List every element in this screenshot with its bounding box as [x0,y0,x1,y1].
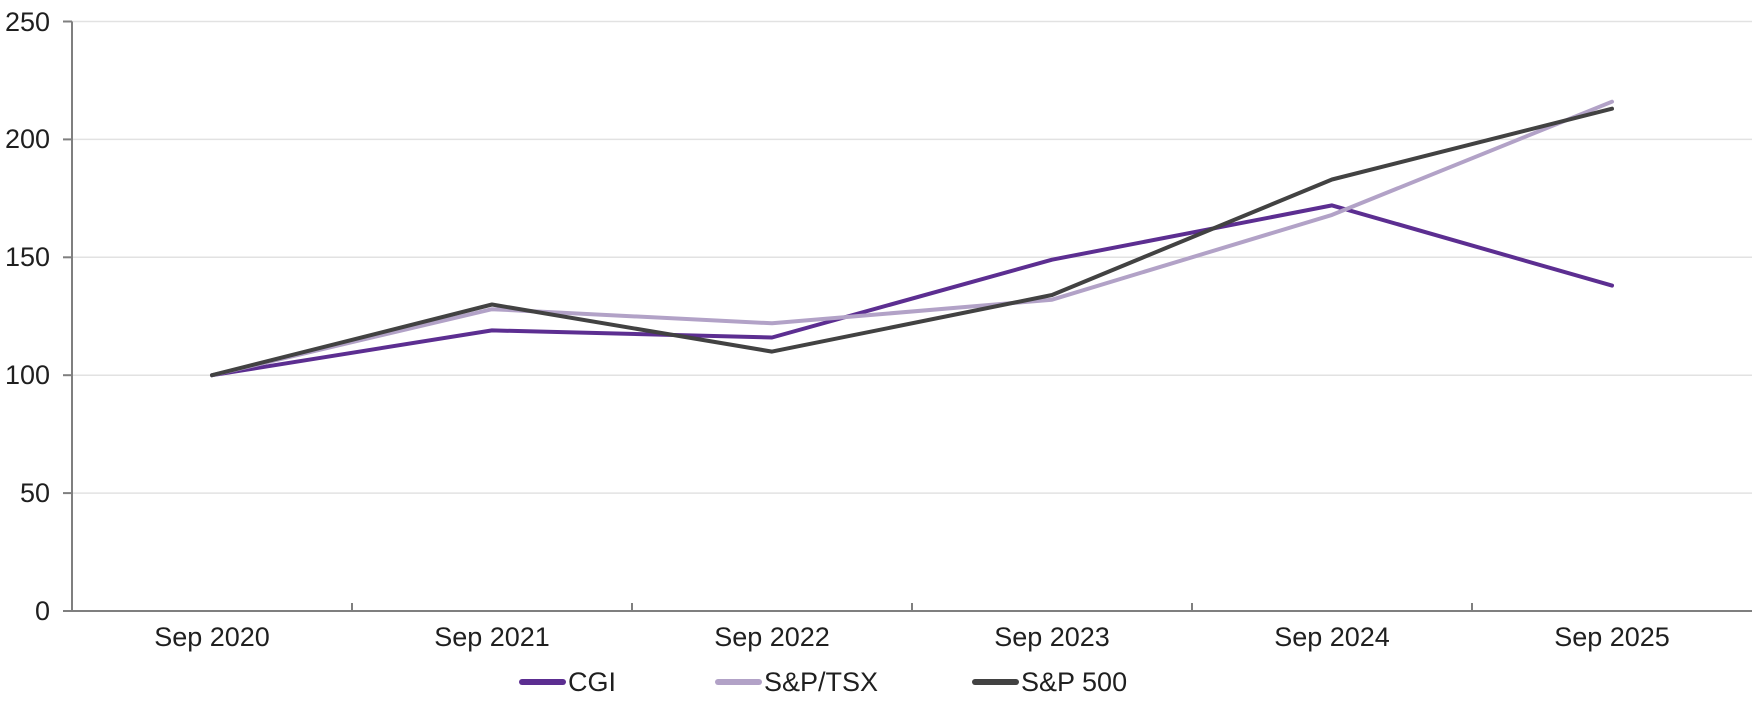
legend-swatch-s-p-500 [972,679,1019,685]
legend-item-s-p-tsx: S&P/TSX [715,666,878,698]
legend-swatch-cgi [519,679,566,685]
x-axis-label: Sep 2024 [1274,622,1390,652]
legend-label-s-p-500: S&P 500 [1021,667,1128,697]
y-axis-label: 0 [34,596,50,626]
legend-item-cgi: CGI [519,666,616,698]
x-axis-label: Sep 2025 [1554,622,1670,652]
x-axis-label: Sep 2022 [714,622,830,652]
chart-legend: CGI S&P/TSX S&P 500 [0,666,1763,702]
y-axis-label: 150 [4,242,50,273]
y-axis-label: 50 [19,478,50,509]
y-axis-label: 200 [4,124,50,155]
series-line-cgi [210,203,1614,378]
legend-label-s-p-tsx: S&P/TSX [764,667,879,697]
y-axis-label: 100 [4,360,50,391]
x-axis-label: Sep 2020 [154,622,270,652]
y-axis-label: 250 [4,6,50,37]
legend-label-cgi: CGI [568,667,617,697]
legend-swatch-s-p-tsx [715,679,762,685]
legend-item-s-p-500: S&P 500 [972,666,1127,698]
series-line-s-p-tsx [210,99,1614,378]
x-axis-label: Sep 2021 [434,622,550,652]
x-axis-label: Sep 2023 [994,622,1110,652]
series-line-s-p-500 [210,106,1614,378]
